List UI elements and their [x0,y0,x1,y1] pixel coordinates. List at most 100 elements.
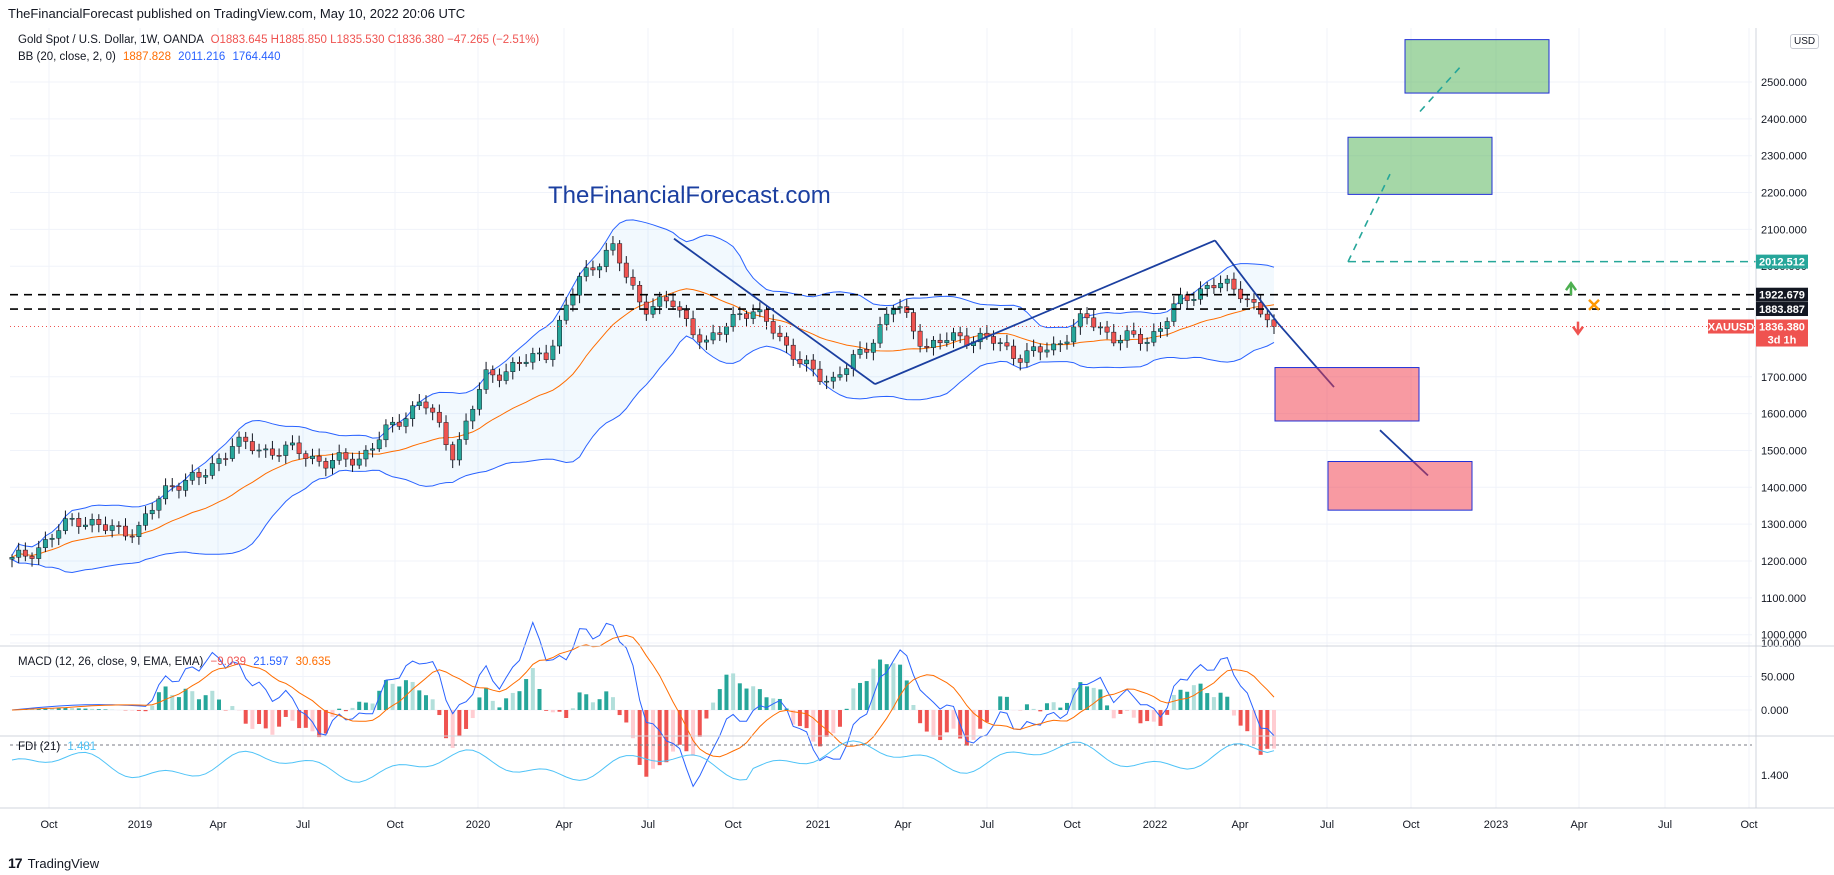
y-tick-label: 2300.000 [1761,151,1807,163]
macd-hist-bar [677,710,682,745]
candle-body [1138,334,1143,344]
candle-body [316,455,322,462]
macd-hist-bar [290,710,295,721]
tradingview-brand[interactable]: TradingView [27,855,100,871]
macd-hist-bar [1004,696,1009,710]
candle-body [156,498,162,511]
macd-hist-bar [804,710,809,729]
candle-body [476,389,482,410]
candle-body [330,460,335,469]
trend-line-up [874,239,1216,385]
macd-hist-bar [971,710,976,740]
macd-hist-bar [310,710,315,732]
candle-body [777,332,783,337]
candle-body [1011,345,1017,359]
macd-hist-bar [277,710,282,727]
macd-line-value: 21.597 [253,656,289,668]
macd-hist-bar [323,710,328,734]
price-tag-label: 1836.380 [1759,322,1805,334]
macd-hist-bar [43,708,48,710]
price-tag-bg [1756,332,1808,347]
symbol-legend[interactable]: Gold Spot / U.S. Dollar, 1W, OANDA O1883… [18,34,539,46]
candle-body [663,296,669,302]
candle-body [22,549,28,557]
macd-hist-bar [163,686,168,710]
macd-hist-bar [657,710,662,766]
macd-hist-bar [450,710,455,748]
x-tick-label: Apr [1570,819,1587,831]
macd-hist-bar [490,700,495,710]
macd-hist-bar [711,702,716,710]
x-tick-label: Apr [555,819,572,831]
macd-hist-bar [1218,692,1223,710]
macd-hist-bar [1251,710,1256,745]
macd-hist-bar [56,708,61,710]
candle-body [857,349,863,355]
fdi-legend[interactable]: FDI (21) 1.481 [18,741,96,753]
macd-hist-bar [924,710,929,732]
macd-tick-label: 100.000 [1761,638,1801,650]
candle-body [103,524,108,531]
macd-hist-bar [90,708,95,710]
candle-body [864,349,870,353]
candle-body [597,266,603,271]
y-tick-label: 2200.000 [1761,188,1807,200]
macd-hist-bar [671,710,676,752]
macd-hist-bar [951,710,956,729]
candle-body [89,519,95,526]
macd-tick-label: 50.000 [1761,672,1795,684]
macd-hist-bar [477,697,482,710]
candle-body [750,311,756,319]
macd-hist-bar [183,688,188,710]
macd-hist-bar [717,689,722,710]
candle-body [149,509,155,515]
candle-body [1037,346,1043,353]
macd-hist-bar [1245,710,1250,732]
candle-body [577,276,583,296]
macd-hist-bar [216,699,221,710]
x-tick-label: 2021 [806,819,830,831]
y-tick-label: 1700.000 [1761,372,1807,384]
currency-button[interactable]: USD [1790,34,1820,49]
candle-body [69,518,75,520]
macd-hist-bar [1085,686,1090,710]
candle-body [356,458,362,466]
candle-body [450,444,456,461]
candle-body [129,535,135,538]
candle-body [143,513,148,526]
candle-body [310,455,315,459]
footer: 17 TradingView [8,855,99,871]
macd-hist-bar [871,668,876,710]
symbol-tag-bg [1708,319,1754,334]
macd-hist-bar [257,710,262,725]
macd-hist-bar [1071,688,1076,710]
macd-hist-bar [1051,702,1056,710]
macd-legend[interactable]: MACD (12, 26, close, 9, EMA, EMA) −9.039… [18,656,331,668]
candle-body [363,449,369,460]
x-tick-label: Apr [894,819,911,831]
macd-hist-bar [898,664,903,710]
candle-body [229,446,235,459]
candle-body [1158,328,1163,332]
macd-hist-bar [230,706,235,710]
macd-hist-bar [263,710,268,729]
macd-hist-bar [604,691,609,710]
candle-body [1051,343,1057,351]
candle-body [563,304,569,321]
macd-hist-bar [737,683,742,710]
candle-body [530,353,536,363]
candle-body [16,549,22,558]
candle-body [1211,285,1217,289]
candle-body [643,301,649,315]
macd-hist-bar [851,688,856,710]
candle-body [650,306,656,315]
bb-lower-line [11,335,1275,574]
bb-legend[interactable]: BB (20, close, 2, 0) 1887.828 2011.216 1… [18,51,280,63]
candle-body [1151,331,1157,343]
ohlc-values: O1883.645 H1885.850 L1835.530 C1836.380 … [210,34,540,46]
candle-body [570,294,576,306]
bullish-target-box [1404,39,1550,94]
candle-body [931,339,936,348]
x-tick-label: Jul [641,819,655,831]
